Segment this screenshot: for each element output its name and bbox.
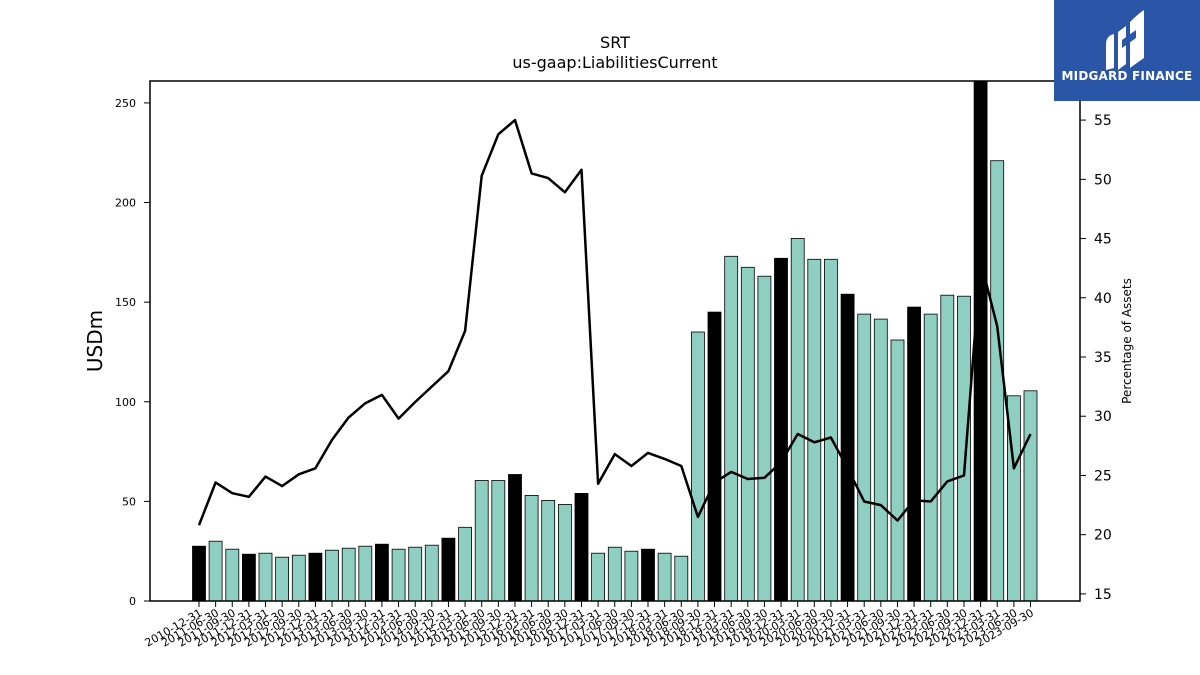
bar <box>241 553 256 602</box>
x-axis: 2010-12-312011-06-302011-09-302011-12-31… <box>143 601 1036 650</box>
bar <box>541 499 556 602</box>
bar <box>807 258 822 602</box>
midgard-m-icon <box>1106 10 1144 70</box>
chart-subtitle: us-gaap:LiabilitiesCurrent <box>512 53 717 72</box>
y2-tick-label: 35 <box>1094 350 1112 366</box>
bar <box>391 548 406 602</box>
chart-title: SRT <box>600 33 630 52</box>
y-tick-label: 50 <box>122 495 136 508</box>
bar <box>774 257 788 602</box>
bar <box>374 543 389 602</box>
y2-tick-label: 50 <box>1094 172 1112 188</box>
bar <box>607 546 622 602</box>
bar <box>657 552 672 602</box>
y-tick-label: 150 <box>115 296 136 309</box>
bar <box>707 311 722 602</box>
bar <box>325 549 339 602</box>
bar <box>724 255 739 602</box>
bar <box>574 492 589 602</box>
y2-tick-label: 45 <box>1094 232 1112 248</box>
bar <box>458 526 473 602</box>
y-tick-label: 100 <box>115 396 136 409</box>
bar <box>508 474 522 602</box>
bar <box>824 258 838 602</box>
bar <box>225 548 240 602</box>
y2-tick-label: 55 <box>1094 113 1112 129</box>
y2-tick-label: 20 <box>1094 528 1112 544</box>
bar <box>957 295 971 602</box>
y2-tick-label: 40 <box>1094 291 1112 307</box>
percent-of-assets-line <box>197 118 1032 526</box>
bar <box>740 266 755 602</box>
y-axis-label: USDm <box>83 310 107 372</box>
y-axis: 0 50 100 150 200 250 <box>115 97 150 608</box>
bar <box>890 339 905 602</box>
bar <box>291 554 306 602</box>
bar <box>624 550 639 602</box>
bar <box>208 540 223 602</box>
bar <box>790 237 805 602</box>
bar <box>341 547 356 602</box>
bar <box>641 548 655 602</box>
bar <box>491 480 506 602</box>
y2-tick-label: 15 <box>1094 587 1112 603</box>
y2-tick-label: 30 <box>1094 409 1112 425</box>
bar <box>524 494 539 602</box>
bar <box>258 552 273 602</box>
bar <box>990 160 1005 602</box>
bar <box>308 552 323 602</box>
bar <box>192 545 206 602</box>
bars-group <box>192 80 1038 602</box>
logo-badge: MIDGARD FINANCE <box>1054 0 1200 101</box>
bar <box>441 537 456 602</box>
bar <box>558 503 572 602</box>
y2-axis-label: Percentage of Assets <box>1120 278 1134 404</box>
bar <box>474 480 489 602</box>
logo-text: MIDGARD FINANCE <box>1061 69 1193 83</box>
bar <box>275 556 290 602</box>
bar <box>973 80 988 602</box>
bar <box>840 293 855 602</box>
bar <box>757 275 772 602</box>
bar <box>691 331 705 602</box>
y2-tick-label: 25 <box>1094 468 1112 484</box>
bar <box>857 313 872 602</box>
bar <box>907 306 921 602</box>
bar <box>873 318 888 602</box>
y-tick-label: 200 <box>115 197 136 210</box>
y-tick-label: 0 <box>129 595 136 608</box>
bar <box>940 294 955 602</box>
bar <box>1023 390 1038 602</box>
bar <box>591 552 605 602</box>
y-tick-label: 250 <box>115 97 136 110</box>
y2-axis: 15 20 25 30 35 40 45 50 55 <box>1080 113 1112 603</box>
bar <box>923 313 938 602</box>
bar <box>408 546 423 602</box>
bar <box>358 545 373 602</box>
line-group <box>197 118 1032 526</box>
bar <box>424 544 439 602</box>
bar <box>674 555 689 602</box>
